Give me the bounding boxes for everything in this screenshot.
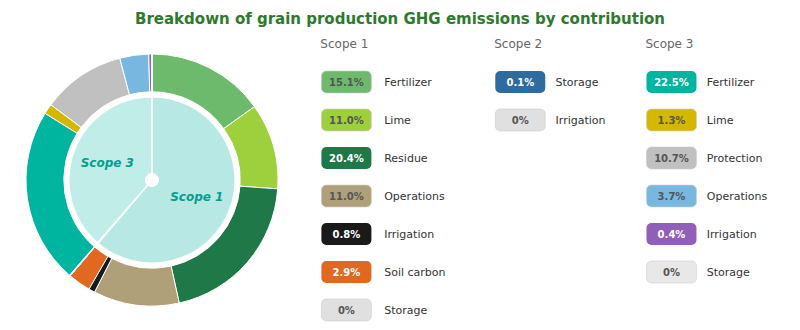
svg-text:0%: 0% bbox=[663, 267, 680, 278]
svg-text:10.7%: 10.7% bbox=[654, 153, 689, 164]
svg-text:Scope 3: Scope 3 bbox=[81, 156, 134, 170]
svg-text:0%: 0% bbox=[338, 305, 355, 316]
svg-text:Lime: Lime bbox=[707, 114, 734, 127]
svg-text:15.1%: 15.1% bbox=[329, 77, 364, 88]
svg-text:2.9%: 2.9% bbox=[333, 267, 361, 278]
svg-text:Irrigation: Irrigation bbox=[556, 114, 606, 127]
svg-text:3.7%: 3.7% bbox=[658, 191, 686, 202]
svg-text:Soil carbon: Soil carbon bbox=[384, 266, 445, 279]
svg-text:Scope 2: Scope 2 bbox=[494, 37, 542, 51]
svg-text:0.4%: 0.4% bbox=[658, 229, 686, 240]
svg-text:Fertilizer: Fertilizer bbox=[707, 76, 755, 89]
svg-text:Breakdown of grain production: Breakdown of grain production GHG emissi… bbox=[135, 10, 665, 28]
svg-text:20.4%: 20.4% bbox=[329, 153, 364, 164]
svg-text:Lime: Lime bbox=[384, 114, 411, 127]
svg-text:Fertilizer: Fertilizer bbox=[384, 76, 432, 89]
svg-text:Residue: Residue bbox=[384, 152, 428, 165]
svg-text:Operations: Operations bbox=[384, 190, 445, 203]
svg-text:Irrigation: Irrigation bbox=[707, 228, 757, 241]
svg-text:Scope 3: Scope 3 bbox=[645, 37, 693, 51]
svg-text:1.3%: 1.3% bbox=[658, 115, 686, 126]
svg-text:Scope 1: Scope 1 bbox=[170, 190, 223, 204]
svg-text:0.1%: 0.1% bbox=[506, 77, 534, 88]
svg-text:Storage: Storage bbox=[707, 266, 750, 279]
svg-text:0.8%: 0.8% bbox=[333, 229, 361, 240]
svg-text:Operations: Operations bbox=[707, 190, 768, 203]
svg-text:11.0%: 11.0% bbox=[329, 191, 364, 202]
svg-text:Protection: Protection bbox=[707, 152, 763, 165]
svg-text:11.0%: 11.0% bbox=[329, 115, 364, 126]
svg-text:Scope 1: Scope 1 bbox=[320, 37, 368, 51]
svg-text:Irrigation: Irrigation bbox=[384, 228, 434, 241]
svg-text:0%: 0% bbox=[512, 115, 529, 126]
svg-text:Storage: Storage bbox=[384, 304, 427, 317]
svg-text:22.5%: 22.5% bbox=[654, 77, 689, 88]
svg-text:Storage: Storage bbox=[556, 76, 599, 89]
